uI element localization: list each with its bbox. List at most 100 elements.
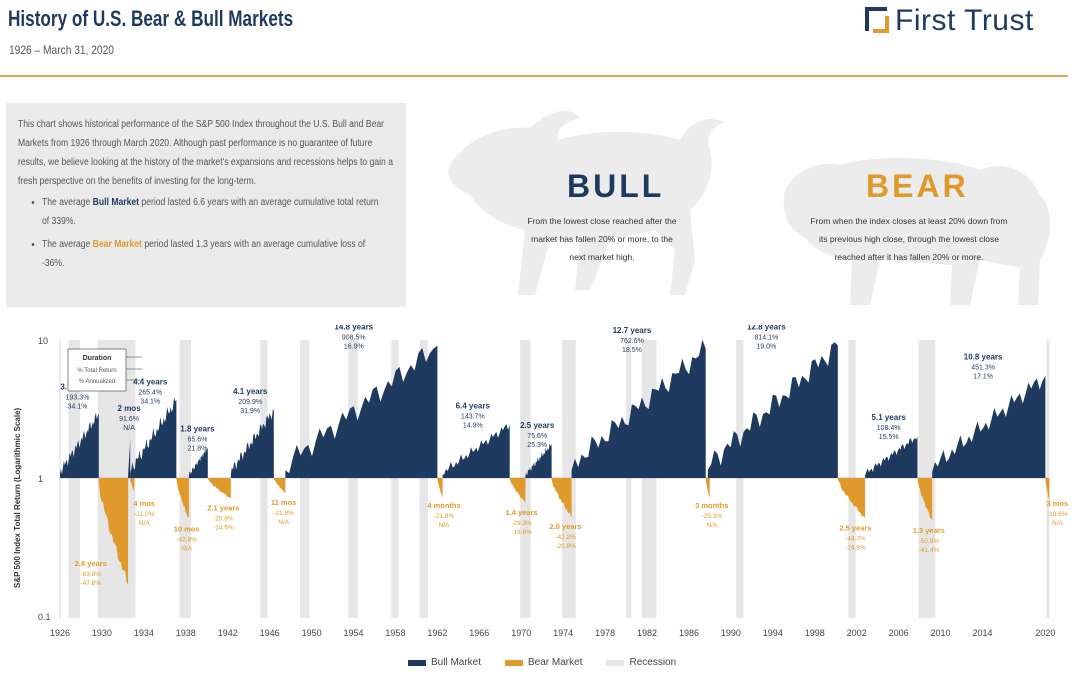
recession-band bbox=[641, 340, 657, 618]
bull-bear-chart: 10 1 0.1 S&P 500 Index Total Return (Logari… bbox=[13, 325, 1069, 638]
page-title: History of U.S. Bear & Bull Markets bbox=[8, 6, 294, 31]
bear-total-return-label: -19.6% bbox=[1047, 511, 1068, 518]
bull-total-return-label: 75.6% bbox=[527, 433, 547, 440]
bear-duration-label: 3 mos bbox=[1047, 499, 1069, 508]
bear-annualized-label: -20.8% bbox=[555, 543, 576, 550]
bear-duration-label: 4 months bbox=[427, 501, 460, 510]
bull-duration-label: 14.8 years bbox=[334, 325, 373, 332]
bull-bear-silhouettes bbox=[448, 110, 1051, 305]
bull-duration-label: 1.8 years bbox=[180, 425, 215, 434]
x-tick-label: 1954 bbox=[344, 628, 364, 638]
x-tick-label: 1946 bbox=[260, 628, 280, 638]
bullet-bull-bold: Bull Market bbox=[92, 197, 140, 208]
bear-duration-label: 1.3 years bbox=[913, 526, 945, 535]
bull-total-return-label: 143.7% bbox=[461, 414, 485, 421]
x-tick-label: 2006 bbox=[889, 628, 909, 638]
legend-bull: Bull Market bbox=[408, 657, 481, 668]
duration-key-title: Duration bbox=[83, 355, 112, 362]
x-tick-label: 1958 bbox=[385, 628, 405, 638]
bullet-bull-pre: The average bbox=[42, 197, 93, 208]
bear-annualized-label: N/A bbox=[1052, 520, 1064, 527]
legend-recession-label: Recession bbox=[629, 657, 677, 668]
bull-market-area bbox=[442, 424, 510, 478]
x-tick-label: 1930 bbox=[92, 628, 112, 638]
bear-total-return-label: -21.8% bbox=[434, 513, 455, 520]
bull-duration-label: 12.7 years bbox=[613, 326, 652, 335]
x-tick-label: 2014 bbox=[972, 628, 992, 638]
bear-total-return-label: -29.3% bbox=[511, 520, 532, 527]
bear-market-area bbox=[705, 478, 710, 499]
bull-market-area bbox=[571, 339, 706, 478]
bull-duration-label: 2.5 years bbox=[520, 421, 555, 430]
info-box: This chart shows historical performance … bbox=[6, 103, 406, 307]
bear-market-area bbox=[509, 478, 526, 503]
bear-annualized-label: -47.8% bbox=[80, 580, 101, 587]
x-tick-label: 1934 bbox=[134, 628, 154, 638]
bull-annualized-label: 14.9% bbox=[463, 423, 483, 430]
bear-annualized-label: -24.8% bbox=[845, 544, 866, 551]
duration-key-box bbox=[67, 348, 127, 392]
bear-market-area bbox=[1045, 478, 1050, 503]
bull-duration-label: 12.8 years bbox=[747, 325, 786, 331]
x-tick-label: 1986 bbox=[679, 628, 699, 638]
bear-duration-label: 11 mos bbox=[271, 498, 296, 507]
x-tick-label: 1962 bbox=[427, 628, 447, 638]
bull-total-return-label: 451.3% bbox=[971, 365, 995, 372]
bull-duration-label: 5.1 years bbox=[872, 413, 907, 422]
bear-duration-label: 1.4 years bbox=[506, 508, 538, 517]
bear-total-return-label: -50.9% bbox=[919, 538, 940, 545]
bull-market-area bbox=[707, 342, 838, 478]
bull-title: BULL bbox=[567, 168, 665, 204]
logo-mark-icon bbox=[865, 7, 891, 35]
x-tick-label: 1990 bbox=[721, 628, 741, 638]
recession-band bbox=[391, 340, 399, 618]
bear-market-area bbox=[437, 478, 443, 498]
bull-duration-label: 10.8 years bbox=[964, 353, 1003, 362]
x-tick-label: 1938 bbox=[176, 628, 196, 638]
recession-band bbox=[626, 340, 632, 618]
brand-logo: First Trust bbox=[865, 4, 1034, 38]
bull-annualized-label: 25.3% bbox=[527, 442, 547, 449]
bear-duration-label: 2.8 years bbox=[75, 559, 107, 568]
x-tick-label: 1974 bbox=[553, 628, 573, 638]
bear-total-return-label: -44.7% bbox=[845, 535, 866, 542]
recession-band bbox=[520, 340, 531, 618]
bullet-bear-post: period lasted 1.3 years with an average … bbox=[42, 239, 366, 269]
bear-duration-label: 10 mos bbox=[174, 525, 200, 534]
recession-band bbox=[736, 340, 744, 618]
bear-definition: From when the index closes at least 20% … bbox=[810, 216, 1008, 262]
bull-annualized-label: 34.1% bbox=[140, 398, 160, 405]
legend-bull-swatch bbox=[408, 659, 426, 666]
x-tick-label: 2020 bbox=[1035, 628, 1055, 638]
duration-key-annual: % Annualized bbox=[79, 379, 115, 385]
bull-total-return-label: 814.1% bbox=[754, 334, 778, 341]
header-divider bbox=[0, 75, 1068, 77]
bear-annualized-label: -41.4% bbox=[919, 547, 940, 554]
bull-annualized-label: 16.9% bbox=[344, 344, 364, 351]
recession-band bbox=[419, 340, 428, 618]
x-tick-label: 1982 bbox=[637, 628, 657, 638]
legend-recession: Recession bbox=[606, 657, 676, 668]
bull-market-area bbox=[525, 443, 552, 478]
bull-annualized-label: 17.1% bbox=[973, 374, 993, 381]
legend-bear: Bear Market bbox=[505, 657, 582, 668]
bear-annualized-label: N/A bbox=[706, 522, 718, 529]
bullet-bull: The average Bull Market period lasted 6.… bbox=[42, 193, 386, 231]
x-tick-label: 1970 bbox=[511, 628, 531, 638]
bull-market-area bbox=[230, 409, 274, 478]
bear-total-return-label: -42.2% bbox=[555, 534, 576, 541]
bear-title: BEAR bbox=[866, 168, 969, 204]
bull-silhouette-icon bbox=[448, 110, 725, 295]
bullet-bull-post: period lasted 6.6 years with an average … bbox=[42, 197, 379, 227]
bear-duration-label: 4 mos bbox=[133, 499, 155, 508]
bear-total-return-label: -42.8% bbox=[176, 537, 197, 544]
bear-annualized-label: N/A bbox=[139, 520, 151, 527]
bull-annualized-label: N/A bbox=[123, 425, 135, 432]
y-tick-label: 0.1 bbox=[38, 612, 51, 622]
bear-market-area bbox=[130, 478, 135, 493]
bull-annualized-label: 21.8% bbox=[187, 446, 207, 453]
bear-duration-label: 2.5 years bbox=[839, 523, 871, 532]
bear-total-return-label: -29.3% bbox=[701, 513, 722, 520]
bear-annualized-label: N/A bbox=[439, 522, 451, 529]
bear-duration-label: 3 months bbox=[695, 501, 728, 510]
